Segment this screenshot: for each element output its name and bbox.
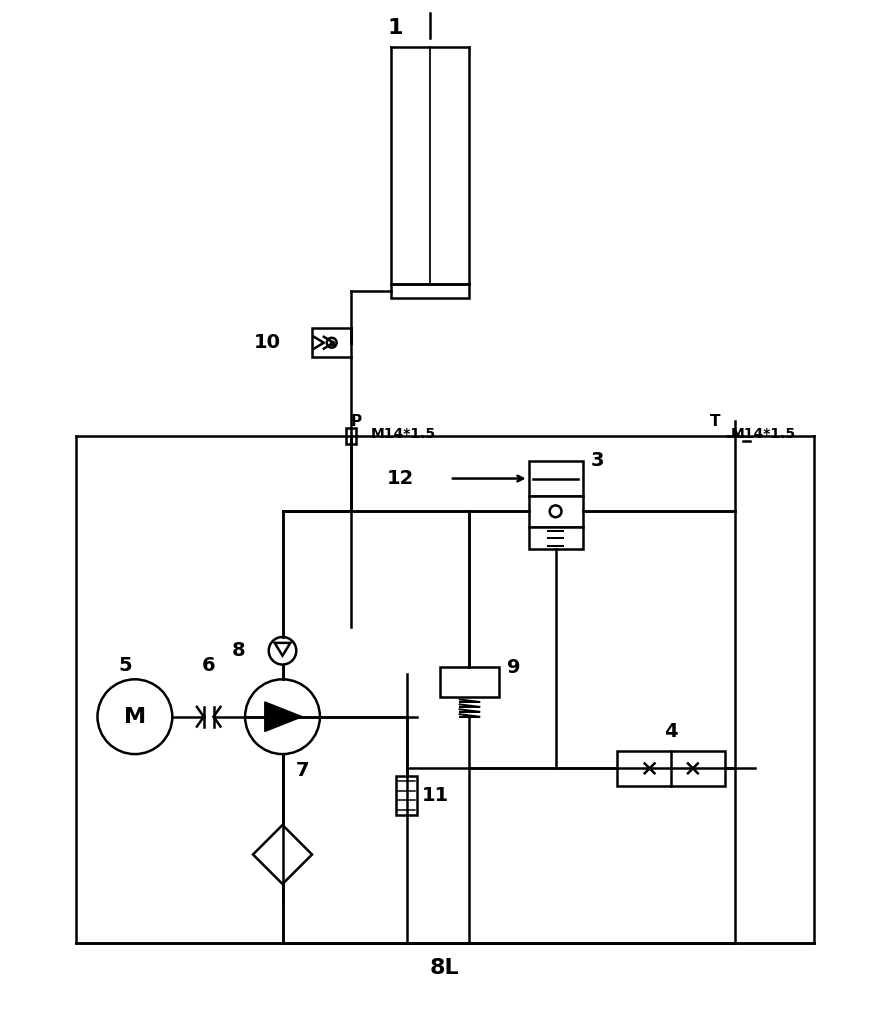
Bar	[617, 752, 725, 785]
Text: 5: 5	[118, 656, 132, 675]
Text: P: P	[350, 414, 362, 429]
Bar	[391, 284, 470, 298]
Text: 11: 11	[422, 786, 449, 805]
Text: M: M	[124, 707, 146, 727]
Text: 12: 12	[387, 469, 414, 488]
Text: M14*1.5: M14*1.5	[731, 427, 795, 441]
Text: T: T	[710, 414, 721, 429]
Bar	[396, 776, 417, 815]
Text: 7: 7	[295, 761, 309, 780]
Bar	[528, 527, 583, 550]
Bar	[528, 497, 583, 527]
Bar	[528, 461, 583, 497]
Polygon shape	[265, 701, 302, 731]
Bar	[440, 668, 499, 697]
Bar	[347, 428, 357, 444]
Bar	[312, 328, 351, 357]
Text: 3: 3	[590, 452, 604, 470]
Text: 10: 10	[254, 333, 281, 352]
Text: 1: 1	[388, 17, 404, 38]
Text: 8: 8	[231, 641, 245, 660]
Text: M14*1.5: M14*1.5	[371, 427, 436, 441]
Text: 4: 4	[664, 722, 678, 741]
Text: 9: 9	[507, 658, 520, 677]
Text: 8L: 8L	[430, 957, 460, 978]
Text: 6: 6	[201, 656, 215, 675]
